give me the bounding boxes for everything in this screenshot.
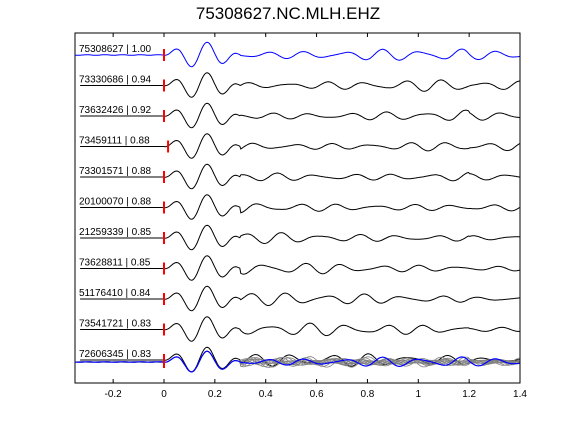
trace-line-20100070 [80, 194, 520, 220]
trace-line-75308627 [74, 41, 520, 68]
chart-title: 75308627.NC.MLH.EHZ [195, 4, 381, 23]
x-tick-label: 0 [161, 389, 167, 400]
x-tick-label: 0.6 [310, 389, 324, 400]
x-tick-label: 0.8 [360, 389, 374, 400]
x-tick-label: -0.2 [105, 389, 123, 400]
trace-label-20100070: 20100070 | 0.88 [79, 197, 152, 208]
trace-line-73632426 [80, 102, 520, 129]
trace-label-21259339: 21259339 | 0.85 [79, 227, 152, 238]
stack-group [74, 350, 520, 373]
x-tick-label: 1.2 [462, 389, 476, 400]
trace-line-21259339 [80, 224, 520, 251]
trace-label-73541721: 73541721 | 0.83 [79, 319, 152, 330]
x-axis: -0.2 0 0.2 0.4 0.6 0.8 1 1.2 1.4 [105, 33, 527, 400]
trace-label-73301571: 73301571 | 0.88 [79, 166, 152, 177]
x-tick-label: 0.2 [208, 389, 222, 400]
trace-line-51176410 [80, 285, 520, 312]
trace-line-73459111 [80, 133, 520, 159]
trace-line-73301571 [80, 163, 520, 190]
trace-label-73628811: 73628811 | 0.85 [79, 258, 151, 269]
trace-labels-group: 75308627 | 1.00 73330686 | 0.94 73632426 |… [79, 44, 152, 360]
trace-label-72606345: 72606345 | 0.83 [79, 349, 152, 360]
stack-reference-trace [74, 350, 520, 373]
trace-label-73632426: 73632426 | 0.92 [79, 105, 152, 116]
trace-label-73459111: 73459111 | 0.88 [79, 136, 150, 147]
x-tick-label: 1.4 [513, 389, 527, 400]
trace-label-73330686: 73330686 | 0.94 [79, 75, 152, 86]
traces-group [74, 41, 520, 373]
trace-label-51176410: 51176410 | 0.84 [79, 288, 151, 299]
x-tick-label: 1 [416, 389, 422, 400]
trace-line-73541721 [80, 316, 520, 342]
trace-label-75308627: 75308627 | 1.00 [79, 44, 152, 55]
x-tick-label: 0.4 [259, 389, 273, 400]
trace-line-73330686 [80, 72, 520, 98]
trace-line-73628811 [80, 255, 520, 281]
